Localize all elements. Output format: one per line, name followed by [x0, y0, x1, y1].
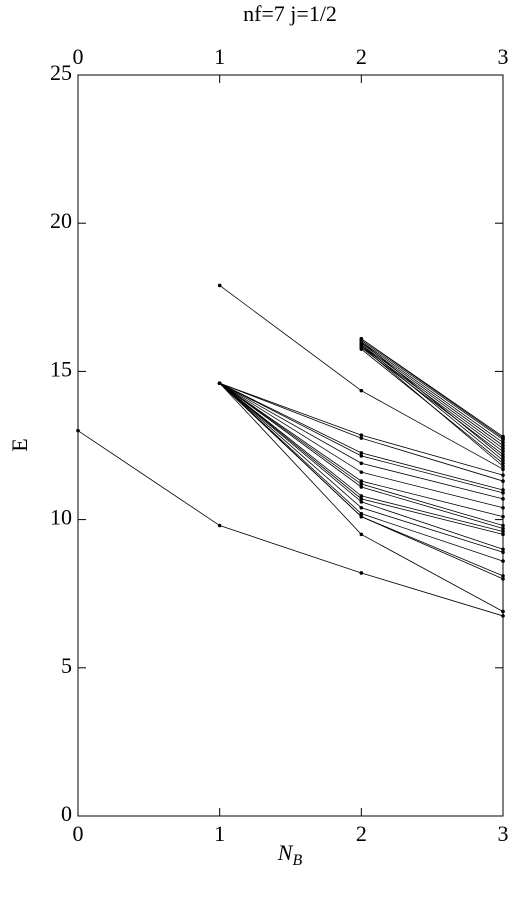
series-line: [361, 345, 504, 467]
data-point: [217, 283, 222, 288]
y-tick-label: 10: [50, 505, 72, 530]
data-point: [359, 500, 364, 504]
data-point: [359, 485, 364, 489]
series-line: [361, 347, 504, 455]
x-label-sub: B: [292, 852, 302, 869]
data-point: [501, 440, 505, 445]
data-point: [501, 464, 505, 469]
data-point: [501, 436, 505, 440]
data-point: [76, 428, 80, 433]
data-point: [501, 452, 505, 457]
x-tick-label: 0: [73, 821, 84, 846]
y-tick-label: 15: [50, 356, 72, 381]
data-point: [359, 436, 364, 440]
data-point: [501, 488, 505, 492]
data-point: [359, 461, 364, 466]
data-point: [501, 491, 505, 495]
chart-title: nf=7 j=1/2: [243, 1, 337, 26]
data-point: [501, 455, 505, 460]
data-point: [501, 547, 505, 552]
series-line: [361, 344, 504, 461]
data-point: [359, 532, 364, 537]
data-point: [501, 479, 505, 483]
data-point: [501, 609, 505, 614]
x-tick-label: 3: [498, 821, 509, 846]
data-point: [359, 433, 364, 437]
data-point: [217, 523, 222, 528]
data-point: [501, 467, 505, 472]
x-label-main: N: [277, 840, 294, 865]
data-point: [501, 577, 505, 581]
series-line: [77, 430, 504, 617]
x-tick-label-top: 3: [498, 44, 509, 69]
y-tick-label: 20: [50, 208, 72, 233]
data-point: [501, 514, 505, 519]
data-point: [359, 571, 364, 575]
series-line: [361, 342, 504, 446]
series-line: [361, 341, 504, 458]
data-point: [501, 461, 505, 466]
data-point: [217, 381, 222, 386]
data-point: [359, 482, 364, 486]
series-line: [219, 382, 504, 535]
data-point: [501, 449, 505, 454]
data-point: [501, 505, 505, 510]
x-tick-label-top: 1: [214, 44, 225, 69]
data-point: [501, 526, 505, 531]
data-point: [501, 532, 505, 537]
data-point: [359, 388, 364, 393]
data-point: [359, 344, 364, 349]
data-point: [359, 497, 364, 501]
data-point: [359, 339, 364, 344]
data-point: [501, 559, 505, 563]
y-tick-label: 25: [50, 60, 72, 85]
series-line: [219, 382, 504, 482]
data-point: [359, 479, 364, 483]
x-axis-label: NB: [277, 840, 303, 869]
series-line: [361, 344, 504, 449]
data-point: [501, 550, 505, 555]
data-point: [359, 336, 364, 341]
series-line: [361, 338, 504, 439]
data-point: [501, 529, 505, 534]
data-point: [501, 473, 505, 477]
x-tick-label-top: 2: [356, 44, 367, 69]
y-tick-label: 5: [61, 653, 72, 678]
x-tick-label: 2: [356, 821, 367, 846]
data-point: [359, 494, 364, 498]
data-point: [359, 514, 364, 519]
series-line: [361, 339, 504, 440]
data-point: [501, 458, 505, 463]
data-point: [501, 497, 505, 501]
data-point: [501, 446, 505, 451]
data-point: [359, 511, 364, 516]
data-point: [359, 454, 364, 458]
data-point: [501, 523, 505, 528]
data-point: [359, 451, 364, 455]
x-tick-label-top: 0: [73, 44, 84, 69]
y-axis-label: E: [7, 438, 32, 451]
data-point: [501, 443, 505, 448]
series-line: [219, 285, 504, 470]
y-tick-label: 0: [61, 801, 72, 826]
data-point: [501, 574, 505, 578]
series-line: [361, 341, 504, 443]
data-point: [359, 505, 364, 510]
data-point: [501, 614, 505, 618]
data-point: [359, 470, 364, 474]
x-tick-label: 1: [214, 821, 225, 846]
data-point: [359, 347, 364, 351]
